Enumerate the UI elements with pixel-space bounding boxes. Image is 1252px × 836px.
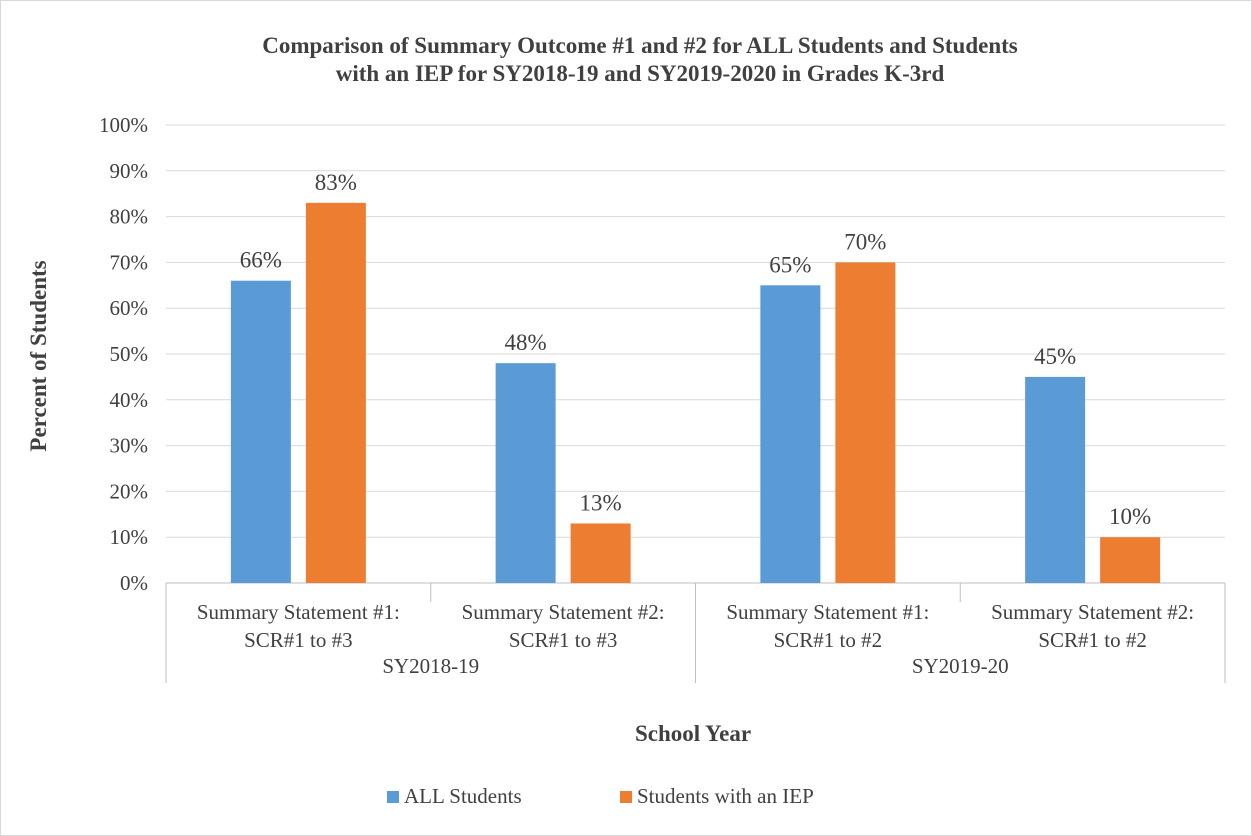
data-label: 66% xyxy=(240,248,282,273)
legend-swatch-all-students xyxy=(387,791,399,803)
chart-title-line: with an IEP for SY2018-19 and SY2019-202… xyxy=(336,61,945,86)
data-label: 83% xyxy=(315,170,357,195)
y-tick-label: 80% xyxy=(110,205,149,229)
chart-title-line: Comparison of Summary Outcome #1 and #2 … xyxy=(262,33,1018,58)
category-label-line1: Summary Statement #2: xyxy=(991,600,1194,624)
data-label: 48% xyxy=(505,330,547,355)
data-label: 10% xyxy=(1109,504,1151,529)
category-label-line1: Summary Statement #1: xyxy=(726,600,929,624)
y-tick-label: 30% xyxy=(110,434,149,458)
category-label-line1: Summary Statement #2: xyxy=(462,600,665,624)
legend-label: ALL Students xyxy=(404,784,522,808)
y-tick-label: 0% xyxy=(120,571,148,595)
legend-label: Students with an IEP xyxy=(637,784,814,808)
group-label: SY2019-20 xyxy=(912,654,1009,678)
group-label: SY2018-19 xyxy=(382,654,479,678)
data-label: 45% xyxy=(1034,344,1076,369)
data-label: 70% xyxy=(844,229,886,254)
y-tick-label: 90% xyxy=(110,159,149,183)
bar-all-students xyxy=(495,363,556,583)
y-tick-label: 60% xyxy=(110,296,149,320)
y-tick-label: 50% xyxy=(110,342,149,366)
x-axis-title: School Year xyxy=(635,721,751,746)
bar-all-students xyxy=(1025,376,1086,583)
y-tick-label: 100% xyxy=(99,113,148,137)
bar-students-with-iep xyxy=(570,523,631,583)
category-label-line2: SCR#1 to #2 xyxy=(1038,628,1147,652)
y-tick-label: 20% xyxy=(110,479,149,503)
bar-all-students xyxy=(230,280,291,583)
category-label-line1: Summary Statement #1: xyxy=(197,600,400,624)
y-axis-title: Percent of Students xyxy=(26,260,51,451)
category-label-line2: SCR#1 to #3 xyxy=(509,628,618,652)
y-tick-label: 70% xyxy=(110,250,149,274)
bar-all-students xyxy=(760,285,821,583)
bar-students-with-iep xyxy=(305,202,366,584)
category-label-line2: SCR#1 to #2 xyxy=(774,628,883,652)
data-label: 65% xyxy=(769,252,811,277)
y-tick-label: 10% xyxy=(110,525,149,549)
bar-students-with-iep xyxy=(1100,537,1161,583)
y-tick-label: 40% xyxy=(110,388,149,412)
category-label-line2: SCR#1 to #3 xyxy=(244,628,353,652)
bar-students-with-iep xyxy=(835,262,896,583)
data-label: 13% xyxy=(580,490,622,515)
legend-swatch-students-with-iep xyxy=(620,791,632,803)
